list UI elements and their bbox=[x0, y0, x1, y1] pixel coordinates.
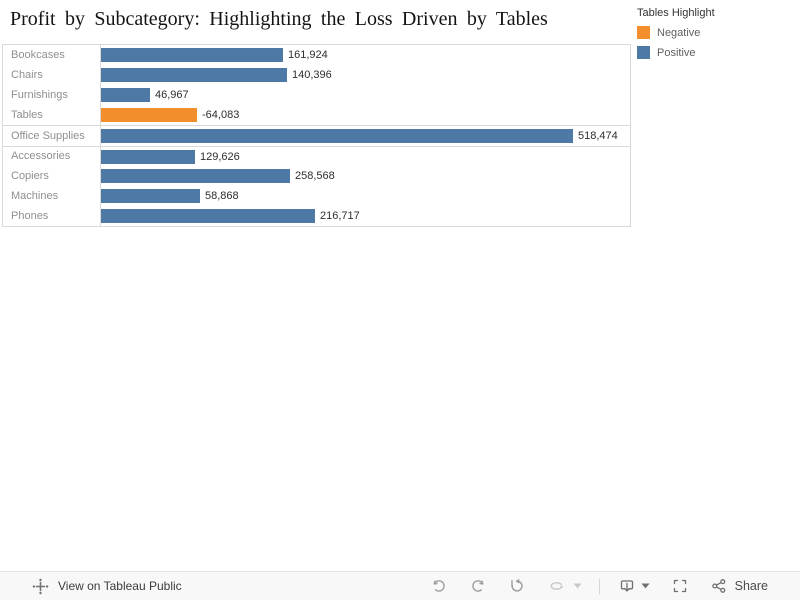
positive-color-swatch bbox=[637, 46, 650, 59]
chart-row-copiers: Copiers 258,568 bbox=[3, 165, 630, 186]
bar-cell: 161,924 bbox=[101, 45, 630, 65]
bar-cell: 140,396 bbox=[101, 65, 630, 85]
undo-button[interactable] bbox=[430, 577, 448, 595]
legend-item-positive[interactable]: Positive bbox=[637, 46, 715, 59]
view-on-tableau-public-label: View on Tableau Public bbox=[58, 579, 182, 593]
bar-machines[interactable] bbox=[101, 188, 200, 203]
row-label-bookcases[interactable]: Bookcases bbox=[3, 45, 101, 66]
row-label-furnishings[interactable]: Furnishings bbox=[3, 85, 101, 106]
chart-row-machines: Machines 58,868 bbox=[3, 185, 630, 206]
bar-cell: 58,868 bbox=[101, 186, 630, 206]
reset-button[interactable] bbox=[508, 577, 526, 595]
bar-cell: 129,626 bbox=[101, 147, 630, 166]
legend: Tables Highlight Negative Positive bbox=[637, 7, 715, 66]
download-button[interactable] bbox=[618, 577, 636, 595]
bar-value-label: 140,396 bbox=[292, 69, 332, 82]
chart-row-accessories: Accessories 129,626 bbox=[3, 145, 630, 166]
bar-chairs[interactable] bbox=[101, 68, 287, 83]
viz-title: Profit by Subcategory: Highlighting the … bbox=[10, 8, 548, 30]
chart-row-chairs: Chairs 140,396 bbox=[3, 65, 630, 86]
bar-value-label: 129,626 bbox=[200, 150, 240, 163]
caret-down-icon bbox=[573, 583, 582, 589]
fullscreen-icon bbox=[673, 579, 686, 593]
legend-item-label: Positive bbox=[657, 46, 696, 59]
bar-value-label: -64,083 bbox=[202, 109, 240, 122]
bar-cell: 258,568 bbox=[101, 166, 630, 186]
share-icon bbox=[711, 579, 725, 593]
chart-rows: Bookcases 161,924 Chairs 140,396 Furnishings… bbox=[3, 45, 630, 226]
bar-office-supplies[interactable] bbox=[101, 129, 573, 144]
bar-value-label: 518,474 bbox=[578, 130, 618, 143]
toolbar-controls: Share bbox=[430, 577, 768, 595]
view-on-tableau-public-link[interactable]: View on Tableau Public bbox=[32, 578, 182, 595]
row-label-office-supplies[interactable]: Office Supplies bbox=[3, 126, 101, 146]
chart-row-tables: Tables -64,083 bbox=[3, 105, 630, 126]
bar-cell: 216,717 bbox=[101, 206, 630, 226]
tableau-logo-icon bbox=[32, 578, 49, 594]
reset-replay-icon bbox=[510, 579, 523, 592]
chart-row-bookcases: Bookcases 161,924 bbox=[3, 45, 630, 66]
redo-icon bbox=[471, 580, 484, 592]
refresh-icon bbox=[550, 582, 564, 590]
legend-item-negative[interactable]: Negative bbox=[637, 26, 715, 39]
bar-value-label: 58,868 bbox=[205, 189, 239, 202]
negative-color-swatch bbox=[637, 26, 650, 39]
refresh-options-caret[interactable] bbox=[573, 583, 582, 589]
legend-title: Tables Highlight bbox=[637, 7, 715, 19]
bar-value-label: 161,924 bbox=[288, 49, 328, 61]
row-label-machines[interactable]: Machines bbox=[3, 185, 101, 206]
bar-copiers[interactable] bbox=[101, 168, 290, 183]
download-icon bbox=[620, 580, 633, 592]
bar-phones[interactable] bbox=[101, 208, 315, 223]
download-options-caret[interactable] bbox=[641, 583, 650, 589]
chart-row-furnishings: Furnishings 46,967 bbox=[3, 85, 630, 106]
redo-button[interactable] bbox=[469, 577, 487, 595]
bar-value-label: 46,967 bbox=[155, 89, 189, 102]
bar-cell: 46,967 bbox=[101, 85, 630, 105]
bar-cell: 518,474 bbox=[101, 126, 630, 145]
row-label-accessories[interactable]: Accessories bbox=[3, 146, 101, 166]
tableau-toolbar: View on Tableau Public bbox=[0, 571, 800, 600]
undo-icon bbox=[433, 580, 445, 592]
refresh-button[interactable] bbox=[547, 577, 565, 595]
caret-down-icon bbox=[641, 583, 650, 589]
bar-bookcases[interactable] bbox=[101, 48, 283, 62]
chart-row-office-supplies: Office Supplies 518,474 bbox=[3, 125, 630, 146]
share-label: Share bbox=[734, 579, 768, 593]
share-button[interactable]: Share bbox=[710, 577, 768, 595]
bar-value-label: 258,568 bbox=[295, 169, 335, 182]
row-label-tables[interactable]: Tables bbox=[3, 105, 101, 126]
toolbar-separator bbox=[598, 578, 600, 594]
row-label-phones[interactable]: Phones bbox=[3, 205, 101, 226]
row-label-chairs[interactable]: Chairs bbox=[3, 65, 101, 86]
legend-item-label: Negative bbox=[657, 26, 701, 39]
bar-furnishings[interactable] bbox=[101, 88, 150, 103]
bar-chart: Bookcases 161,924 Chairs 140,396 Furnishings… bbox=[2, 44, 631, 227]
bar-tables[interactable] bbox=[101, 108, 197, 123]
bar-cell: -64,083 bbox=[101, 105, 630, 125]
bar-accessories[interactable] bbox=[101, 149, 195, 164]
chart-row-phones: Phones 216,717 bbox=[3, 205, 630, 226]
row-label-copiers[interactable]: Copiers bbox=[3, 165, 101, 186]
fullscreen-button[interactable] bbox=[671, 577, 689, 595]
bar-value-label: 216,717 bbox=[320, 209, 360, 222]
